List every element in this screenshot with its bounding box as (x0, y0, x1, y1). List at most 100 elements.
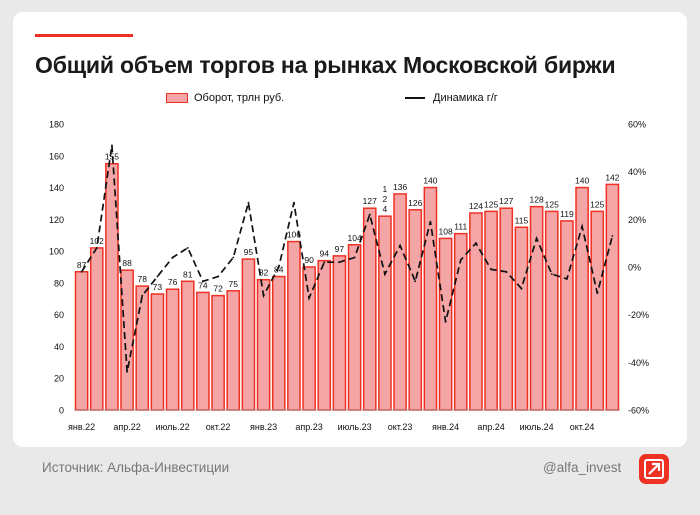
line-point (141, 294, 144, 297)
bar-data-label: 119 (560, 209, 574, 219)
line-point (338, 261, 341, 264)
bar-data-label: 84 (274, 265, 284, 275)
bar-data-label: 125 (590, 199, 604, 209)
bar (590, 210, 605, 411)
x-tick-label: апр.22 (113, 422, 140, 432)
line-point (414, 280, 417, 283)
line-point (384, 273, 386, 276)
line-point (80, 270, 83, 273)
line-point (490, 268, 492, 271)
x-tick-label: июль.24 (520, 422, 554, 432)
bar (256, 278, 271, 411)
line-point (217, 275, 219, 278)
line-point (550, 273, 553, 276)
brand-handle: @alfa_invest (543, 460, 622, 475)
bar-data-label: 76 (168, 277, 178, 287)
bar-data-label: 102 (90, 236, 104, 246)
line-point (459, 258, 462, 261)
bar (120, 269, 134, 411)
line-point (262, 294, 265, 297)
line-point (277, 266, 280, 268)
x-tick-label: окт.24 (570, 422, 595, 432)
bar (135, 285, 150, 411)
y2-tick-label: -40% (628, 358, 649, 368)
y-tick-label: 20 (54, 374, 64, 384)
bar-data-label: 155 (105, 152, 119, 162)
x-tick-label: янв.24 (432, 422, 459, 432)
bar-data-label: 125 (484, 199, 498, 209)
accent-bar (35, 34, 133, 37)
bar (332, 255, 347, 411)
bar-data-label: 104 (347, 233, 361, 243)
x-tick-label: янв.23 (250, 422, 277, 432)
line-point (475, 242, 477, 245)
bar-data-label: 87 (77, 260, 87, 270)
bar-data-label: 73 (153, 282, 163, 292)
bar-data-label: 72 (213, 284, 223, 294)
bar (287, 240, 301, 411)
bar (347, 244, 362, 411)
y-tick-label: 0 (59, 406, 64, 416)
line-point (535, 237, 538, 240)
bar-data-label: 90 (304, 255, 314, 265)
line-point (399, 244, 401, 247)
line-point (126, 370, 128, 373)
bar-data-label: 95 (244, 247, 254, 257)
bar (362, 207, 377, 411)
line-point (444, 320, 447, 323)
line-point (581, 225, 583, 228)
source-note: Источник: Альфа-Инвестиции (42, 460, 230, 475)
bar (378, 215, 392, 411)
bar (271, 275, 286, 411)
bar (196, 291, 210, 411)
bar-data-label: 127 (499, 196, 513, 206)
line-point (429, 220, 432, 223)
bar-data-label: 78 (138, 274, 148, 284)
bar-data-label: 126 (408, 198, 422, 208)
bar-data-label: 136 (393, 182, 407, 192)
y2-tick-label: 0% (628, 263, 641, 273)
bar-data-label: 2 (383, 194, 388, 204)
line-point (520, 287, 523, 290)
bar-data-label: 4 (383, 204, 388, 214)
bar-data-label: 115 (515, 215, 529, 225)
y2-tick-label: -20% (628, 310, 649, 320)
bar-data-label: 140 (575, 176, 589, 186)
legend-item-line: Динамика г/г (405, 92, 498, 104)
line-point (368, 213, 371, 216)
bar (89, 247, 104, 411)
line-series (80, 145, 614, 373)
bar-data-label: 74 (198, 280, 208, 290)
y-tick-label: 60 (54, 310, 64, 320)
x-tick-label: июль.23 (338, 422, 372, 432)
line-point (156, 275, 159, 278)
bar (180, 280, 195, 411)
bar (514, 226, 529, 411)
x-tick-label: июль.22 (156, 422, 190, 432)
y-tick-label: 100 (49, 247, 64, 257)
bar (150, 293, 165, 411)
line-point (353, 256, 356, 259)
bar-data-label: 125 (545, 199, 559, 209)
bar (226, 290, 241, 411)
bar (544, 210, 559, 411)
bar-data-label: 82 (259, 268, 269, 278)
y-tick-label: 140 (49, 183, 64, 193)
bar-data-label: 75 (229, 279, 239, 289)
y2-tick-label: -60% (628, 406, 649, 416)
bar (605, 183, 620, 411)
line-point (293, 201, 295, 204)
bar (393, 193, 407, 411)
y2-tick-label: 40% (628, 167, 646, 177)
x-tick-label: апр.24 (477, 422, 504, 432)
line-point (323, 261, 326, 264)
line-point (111, 144, 113, 147)
y-tick-label: 160 (49, 151, 64, 161)
line-point (202, 280, 204, 283)
line-point (596, 292, 599, 295)
y-tick-label: 120 (49, 215, 64, 225)
arrow-up-right-icon (644, 459, 664, 479)
x-tick-label: окт.23 (388, 422, 413, 432)
bar (560, 220, 574, 411)
